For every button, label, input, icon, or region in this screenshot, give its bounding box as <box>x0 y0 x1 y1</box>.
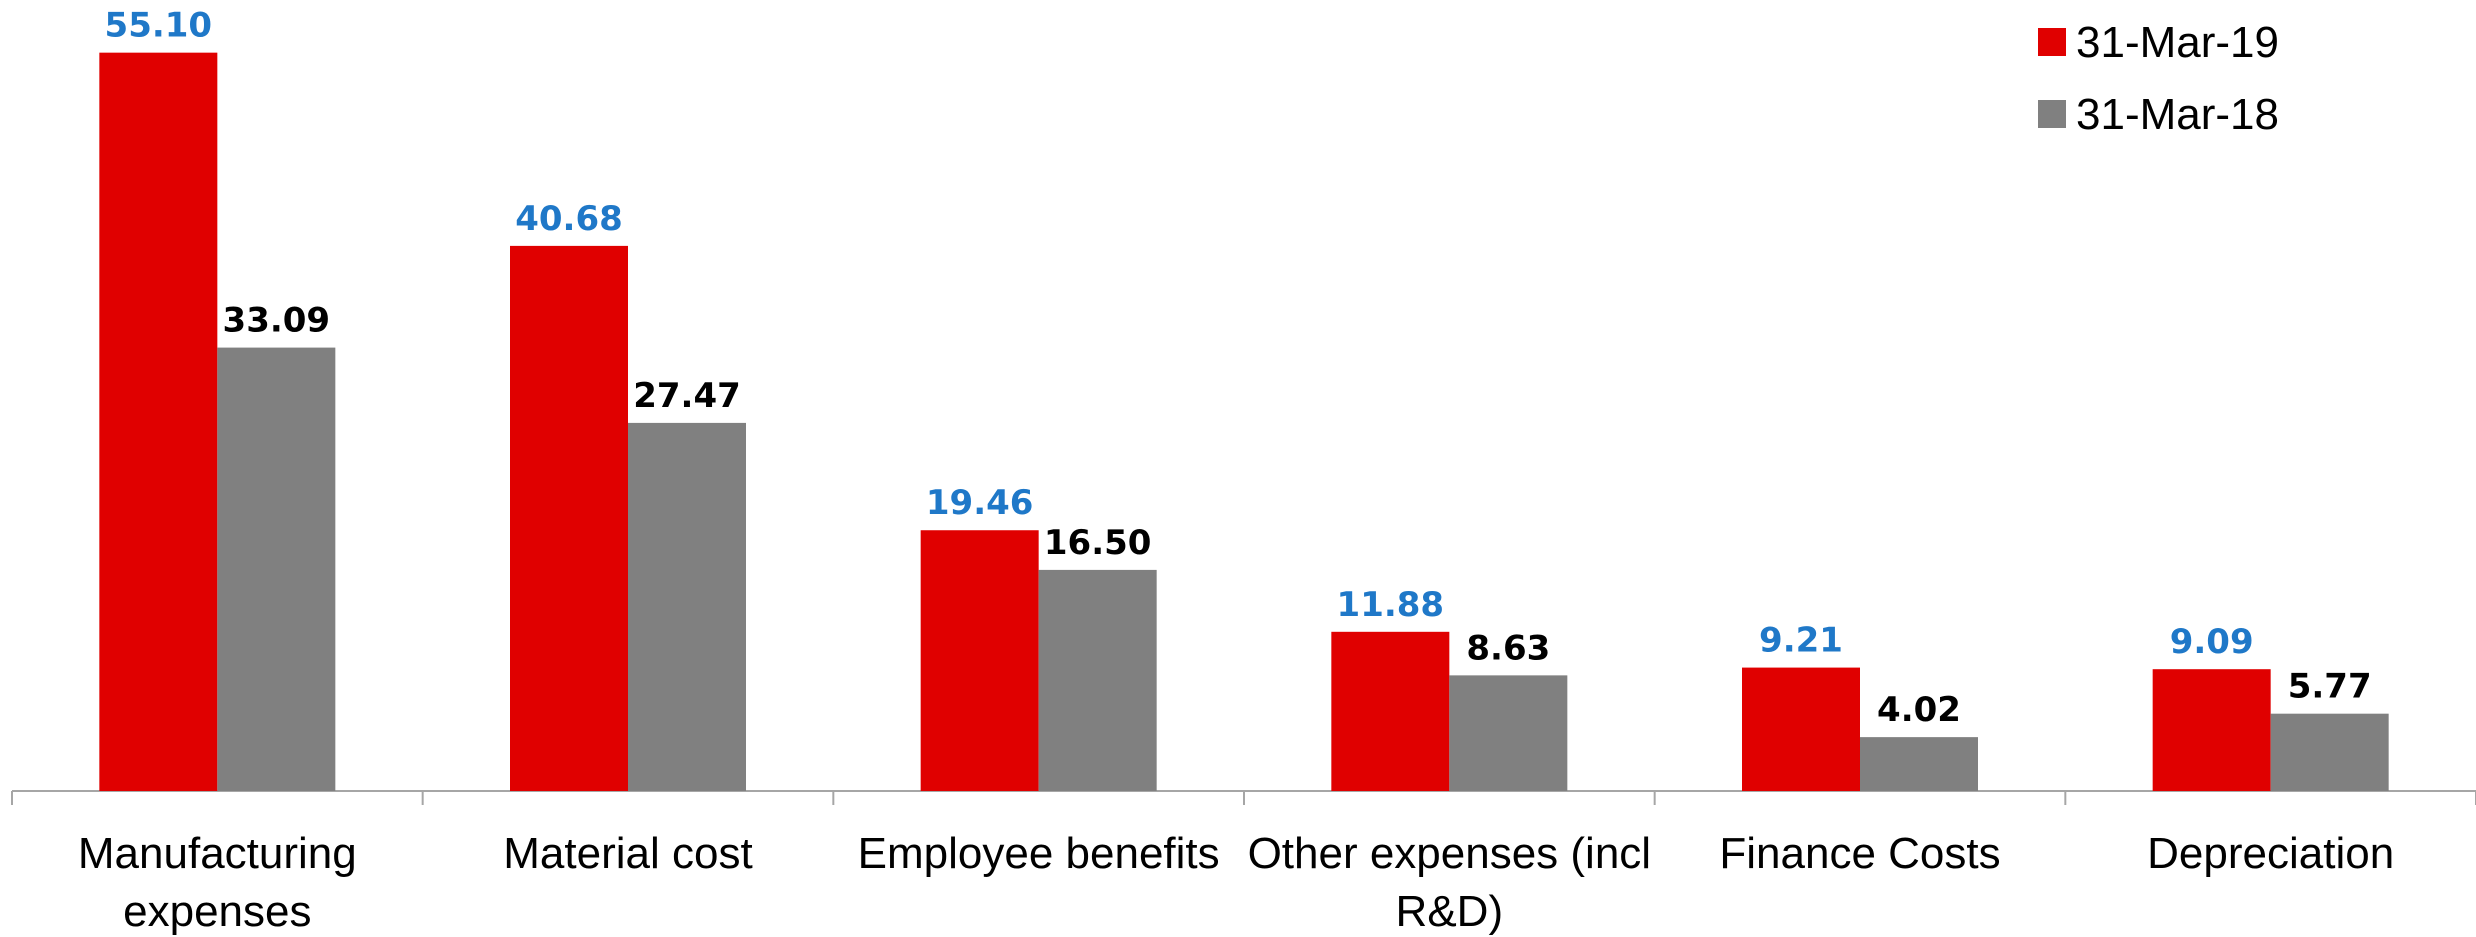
bar-mar18 <box>1449 675 1568 791</box>
bar-mar19 <box>510 245 628 791</box>
data-label-mar18: 4.02 <box>1877 690 1961 730</box>
category-label: Depreciation <box>2147 829 2394 878</box>
data-label-mar18: 33.09 <box>223 301 331 341</box>
data-label-mar19: 19.46 <box>926 483 1034 523</box>
bar-mar19 <box>2152 669 2271 791</box>
legend-swatch-mar19 <box>2038 28 2066 56</box>
legend-swatch-mar18 <box>2038 100 2066 128</box>
legend: 31-Mar-19 31-Mar-18 <box>2038 18 2279 139</box>
category-label: Material cost <box>503 829 752 878</box>
bar-mar19 <box>1331 631 1450 791</box>
bar-mar19 <box>99 52 218 792</box>
data-label-mar18: 5.77 <box>2288 667 2372 707</box>
bar-mar18 <box>628 422 746 791</box>
data-label-mar19: 11.88 <box>1337 585 1445 625</box>
legend-label-mar18: 31-Mar-18 <box>2076 90 2279 139</box>
x-axis-ticks <box>11 791 2476 805</box>
bar-mar19 <box>920 530 1039 791</box>
category-label: Employee benefits <box>858 829 1220 878</box>
data-label-mar19: 9.21 <box>1759 621 1843 661</box>
data-label-mar19: 40.68 <box>515 199 623 239</box>
bar-mar18 <box>217 347 336 791</box>
category-labels-group: Manufacturing expenses Material cost Employ… <box>78 829 2394 936</box>
bars-group <box>99 52 2389 792</box>
data-label-mar18: 8.63 <box>1466 628 1550 668</box>
bar-mar19 <box>1742 667 1860 791</box>
category-label: Manufacturing expenses <box>78 829 357 936</box>
category-label: Other expenses (incl R&D) <box>1248 829 1652 936</box>
bar-mar18 <box>2270 713 2389 791</box>
bar-mar18 <box>1038 569 1157 791</box>
data-label-mar19: 55.10 <box>105 6 213 46</box>
data-label-mar18: 27.47 <box>633 376 741 416</box>
bar-mar18 <box>1860 737 1978 791</box>
data-label-mar18: 16.50 <box>1044 523 1152 563</box>
data-label-mar19: 9.09 <box>2170 622 2254 662</box>
category-label: Finance Costs <box>1719 829 2000 878</box>
legend-label-mar19: 31-Mar-19 <box>2076 18 2279 67</box>
